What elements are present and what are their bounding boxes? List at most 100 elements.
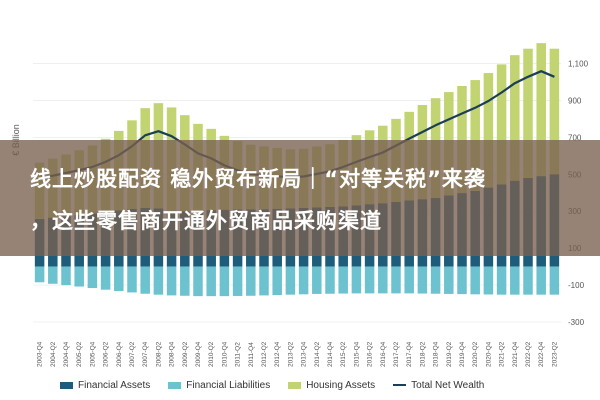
x-tick-label: 2021-Q4 xyxy=(512,341,519,367)
legend-label-financial-liabilities: Financial Liabilities xyxy=(186,379,271,391)
legend-swatch-total-net-wealth xyxy=(393,384,407,386)
bar-housing-assets xyxy=(470,80,480,191)
x-tick-label: 2015-Q4 xyxy=(353,341,360,367)
x-tick-label: 2005-Q2 xyxy=(76,341,83,367)
x-tick-label: 2004-Q4 xyxy=(63,341,70,367)
x-tick-label: 2019-Q2 xyxy=(446,341,453,367)
legend-label-total-net-wealth: Total Net Wealth xyxy=(411,379,485,391)
x-tick-label: 2018-Q2 xyxy=(419,341,426,367)
bar-financial-liabilities xyxy=(549,266,560,295)
legend-swatch-financial-liabilities xyxy=(168,381,182,389)
x-tick-label: 2014-Q4 xyxy=(327,341,334,367)
legend-label-housing-assets: Housing Assets xyxy=(306,379,376,391)
x-tick-label: 2008-Q4 xyxy=(169,341,176,367)
bar-housing-assets xyxy=(549,48,560,175)
bar-financial-liabilities xyxy=(312,266,322,294)
bar-financial-liabilities xyxy=(298,266,309,295)
x-tick-label: 2022-Q4 xyxy=(538,341,545,367)
bar-housing-assets xyxy=(496,64,507,185)
x-tick-label: 2022-Q2 xyxy=(525,341,532,367)
x-tick-label: 2013-Q2 xyxy=(287,341,294,367)
y-tick-label: -100 xyxy=(568,281,585,290)
bar-financial-liabilities xyxy=(285,266,296,295)
legend-item-total-net-wealth: Total Net Wealth xyxy=(393,380,484,391)
x-tick-label: 2010-Q4 xyxy=(221,341,228,367)
x-tick-label: 2014-Q2 xyxy=(314,341,321,367)
bar-financial-liabilities xyxy=(523,266,533,295)
bar-financial-liabilities xyxy=(232,266,243,296)
title-overlay-line-1: 线上炒股配资 稳外贸布新局｜“对等关税”来袭 xyxy=(30,167,486,191)
x-tick-label: 2017-Q2 xyxy=(393,341,400,367)
bar-financial-liabilities xyxy=(325,266,335,294)
bar-financial-liabilities xyxy=(193,266,203,297)
x-tick-label: 2006-Q4 xyxy=(116,341,123,367)
bar-financial-liabilities xyxy=(100,266,111,290)
bar-financial-liabilities xyxy=(536,266,546,295)
bar-financial-liabilities xyxy=(74,266,84,287)
bar-financial-liabilities xyxy=(259,266,269,296)
x-tick-label: 2015-Q2 xyxy=(340,341,347,367)
x-tick-label: 2020-Q2 xyxy=(472,341,479,367)
legend-swatch-housing-assets xyxy=(288,381,302,389)
x-tick-label: 2023-Q2 xyxy=(551,341,558,367)
legend: Financial Assets Financial Liabilities H… xyxy=(60,378,580,392)
bar-financial-liabilities xyxy=(496,266,507,295)
bar-financial-liabilities xyxy=(153,266,164,295)
bar-financial-liabilities xyxy=(166,266,177,296)
x-tick-label: 2012-Q2 xyxy=(261,341,268,367)
bar-financial-liabilities xyxy=(206,266,216,297)
bar-financial-liabilities xyxy=(483,266,494,295)
bar-housing-assets xyxy=(510,55,520,181)
x-tick-label: 2007-Q2 xyxy=(129,341,136,367)
legend-item-financial-liabilities: Financial Liabilities xyxy=(168,380,270,391)
bar-financial-liabilities xyxy=(48,266,58,284)
x-tick-label: 2007-Q4 xyxy=(142,341,149,367)
bar-housing-assets xyxy=(536,43,546,177)
y-tick-label: -300 xyxy=(568,318,585,327)
x-tick-label: 2011-Q2 xyxy=(235,342,242,367)
bar-financial-liabilities xyxy=(219,266,230,297)
bar-financial-liabilities xyxy=(61,266,71,286)
x-tick-label: 2011-Q4 xyxy=(248,342,255,367)
x-tick-label: 2013-Q4 xyxy=(301,341,308,367)
x-axis-ticks: 2003-Q4 2004-Q2 2004-Q4 2005-Q2 2005-Q4 2006-… xyxy=(37,341,559,367)
bar-financial-liabilities xyxy=(140,266,150,294)
bar-housing-assets xyxy=(483,73,494,188)
bar-financial-liabilities xyxy=(430,266,441,294)
title-overlay-banner xyxy=(0,140,600,256)
x-tick-label: 2020-Q4 xyxy=(485,341,492,367)
bar-financial-liabilities xyxy=(114,266,124,291)
bar-financial-liabilities xyxy=(378,266,388,294)
bar-financial-liabilities xyxy=(246,266,256,296)
bar-financial-liabilities xyxy=(364,266,375,294)
x-tick-label: 2016-Q4 xyxy=(380,341,387,367)
bar-financial-liabilities xyxy=(391,266,401,294)
x-tick-label: 2009-Q4 xyxy=(195,341,202,367)
bar-financial-liabilities xyxy=(34,266,45,283)
x-tick-label: 2017-Q4 xyxy=(406,341,413,367)
x-tick-label: 2006-Q2 xyxy=(103,341,110,367)
bar-financial-liabilities xyxy=(470,266,480,295)
title-overlay-line-2: ，这些零售商开通外贸商品采购渠道 xyxy=(30,209,382,233)
x-tick-label: 2016-Q2 xyxy=(367,341,374,367)
bar-financial-liabilities xyxy=(510,266,520,295)
y-tick-label: 900 xyxy=(568,96,582,105)
legend-swatch-financial-assets xyxy=(60,381,73,389)
title-overlay-text: 线上炒股配资 稳外贸布新局｜“对等关税”来袭 ，这些零售商开通外贸商品采购渠道 xyxy=(30,158,590,242)
bar-financial-liabilities xyxy=(404,266,414,294)
bar-housing-assets xyxy=(457,85,467,194)
legend-label-financial-assets: Financial Assets xyxy=(78,379,151,391)
bar-housing-assets xyxy=(523,48,533,178)
x-tick-label: 2021-Q2 xyxy=(499,341,506,367)
bar-financial-liabilities xyxy=(457,266,467,295)
x-tick-label: 2003-Q4 xyxy=(37,341,44,367)
y-tick-label: 1,100 xyxy=(568,59,589,68)
y-tick-label: 700 xyxy=(568,133,582,142)
x-tick-label: 2012-Q4 xyxy=(274,341,281,367)
x-tick-label: 2019-Q4 xyxy=(459,341,466,367)
x-tick-label: 2008-Q2 xyxy=(155,341,162,367)
bar-financial-liabilities xyxy=(351,266,362,294)
x-tick-label: 2010-Q2 xyxy=(208,341,215,367)
bar-financial-liabilities xyxy=(338,266,348,294)
x-tick-label: 2018-Q4 xyxy=(433,341,440,367)
